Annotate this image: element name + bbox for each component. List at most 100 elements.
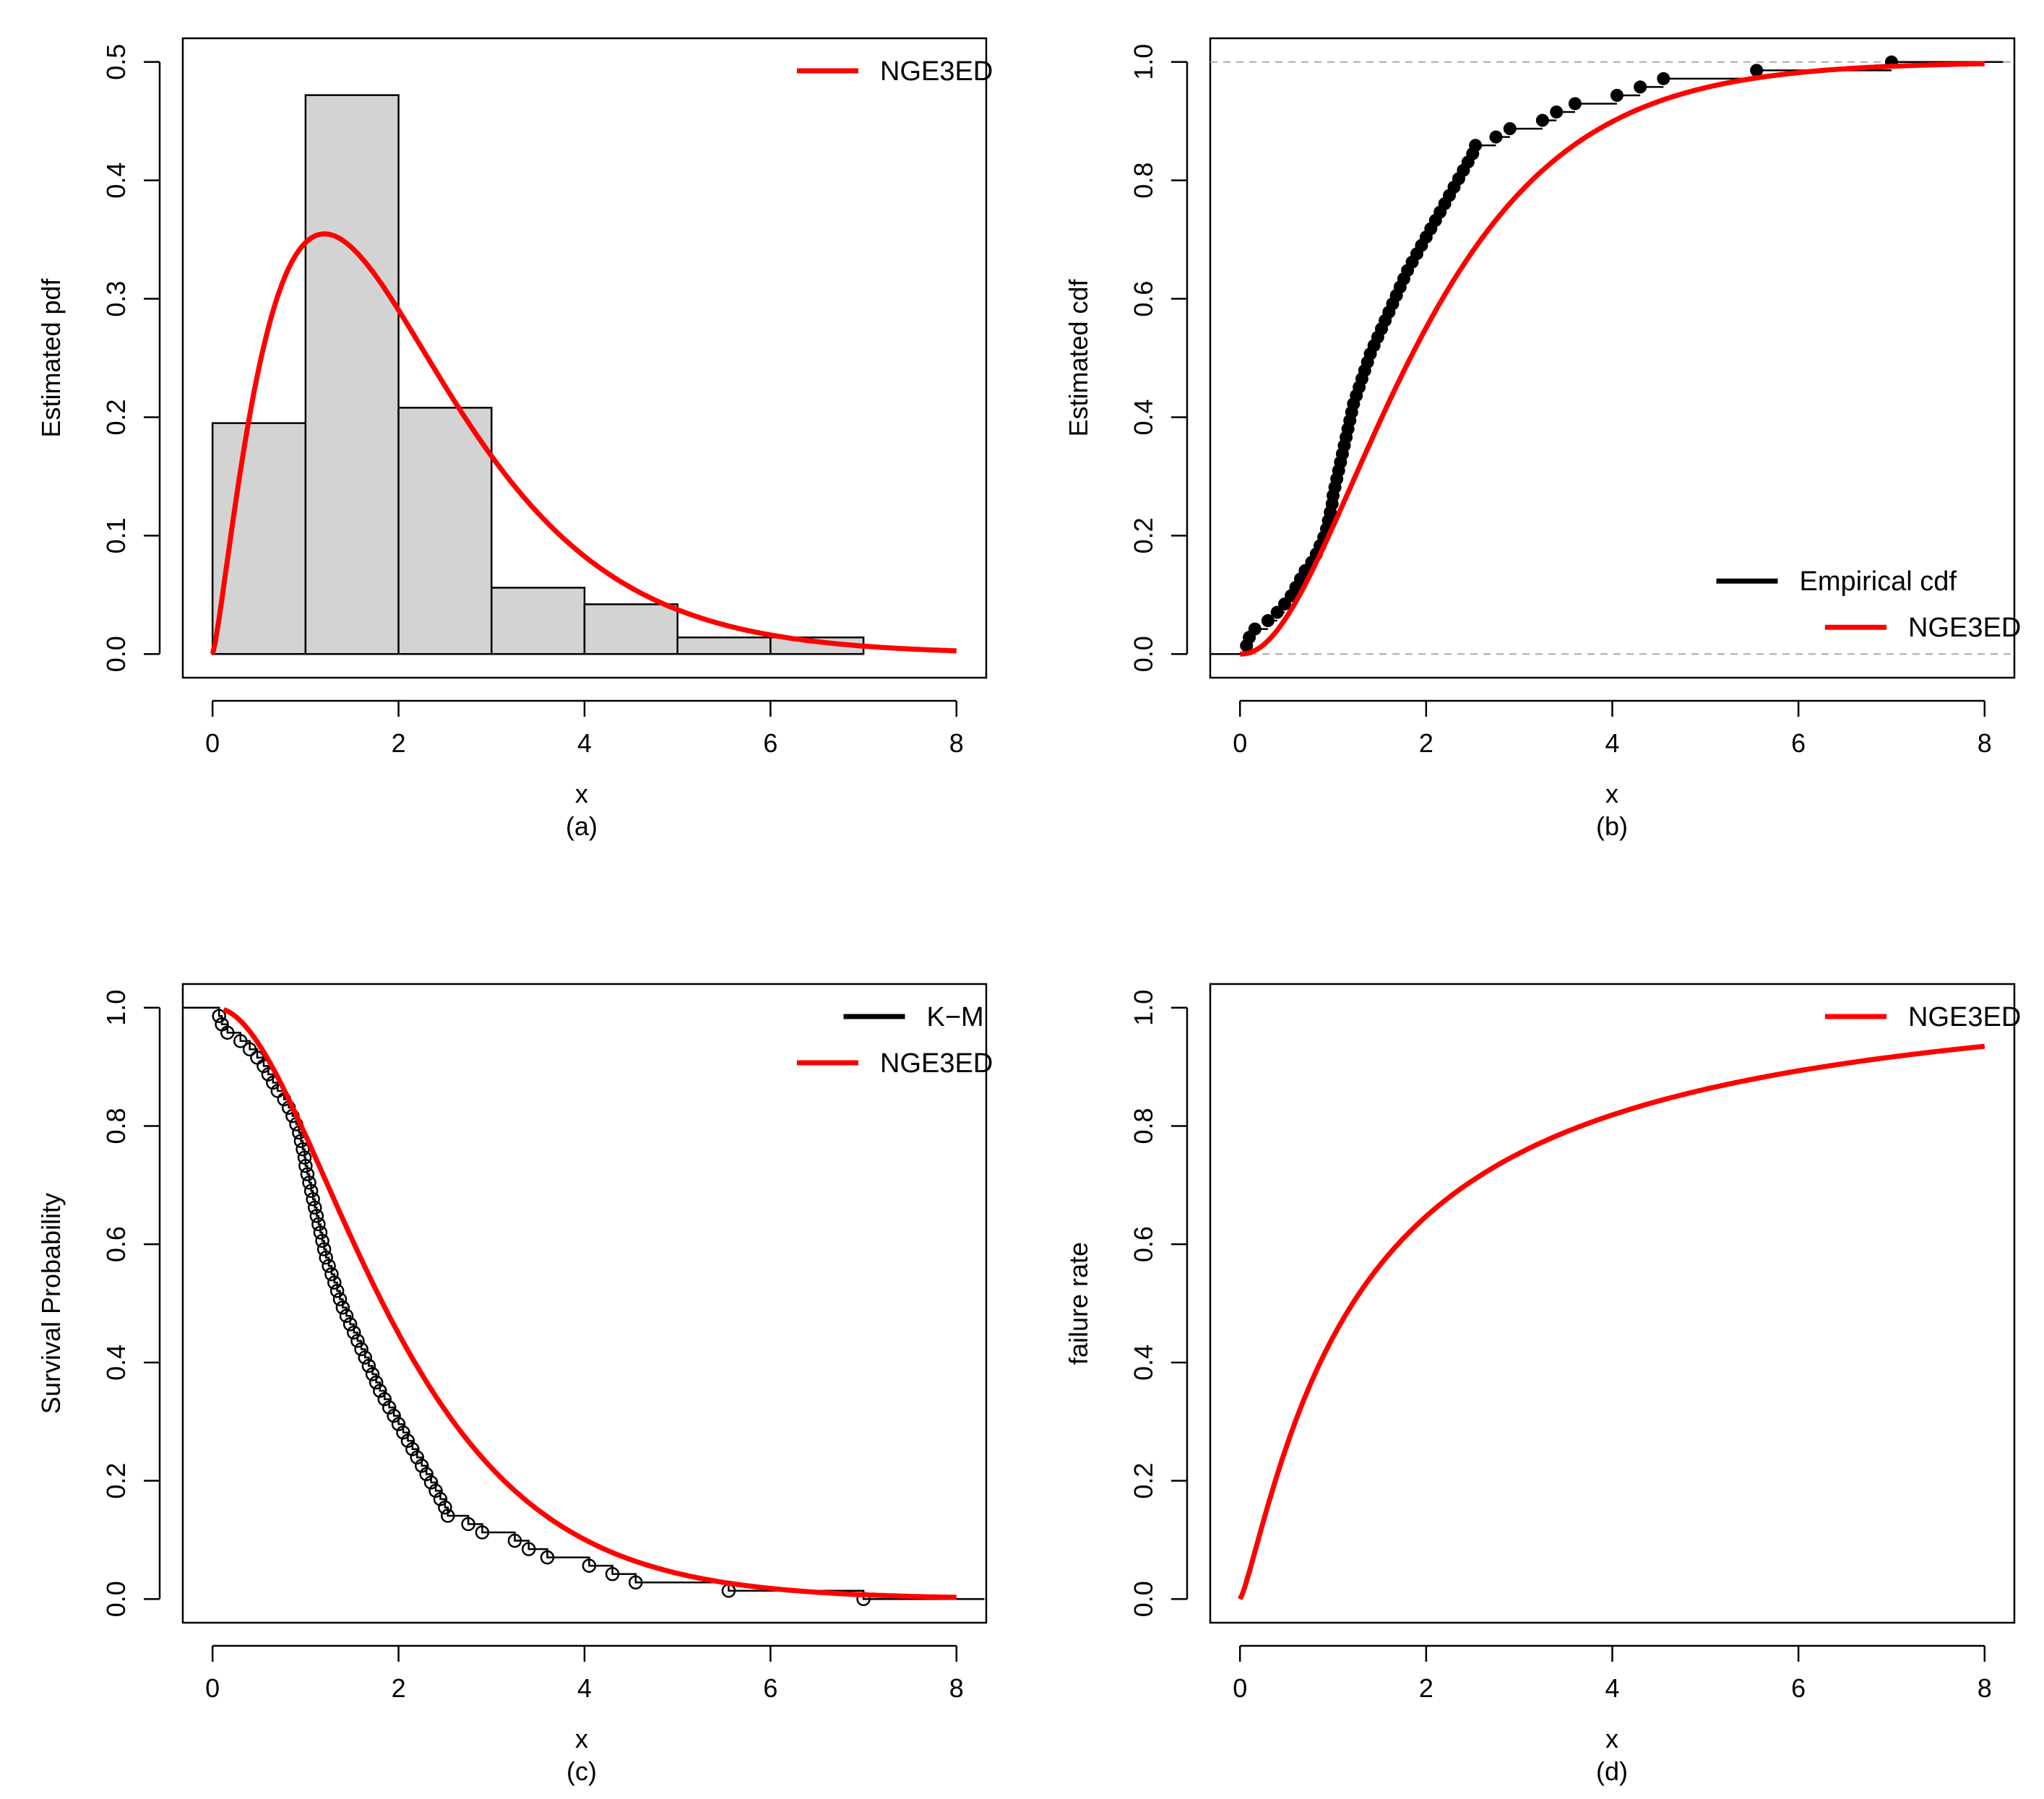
legend-label: NGE3ED [880,56,993,87]
km-censor-circle [347,1325,361,1340]
km-censor-circle [233,1034,248,1048]
km-censor-circle [373,1384,387,1398]
histogram-bar [397,407,493,655]
panel-caption: (c) [566,1756,597,1786]
km-censor-circle [313,1225,328,1240]
km-censor-circle [212,1009,226,1024]
km-censor-circle [522,1542,536,1556]
x-axis-label: x [575,1724,588,1753]
y-tick-label: 0.0 [1129,1581,1158,1617]
empirical-cdf-point [1568,97,1582,111]
panel-caption: (b) [1596,811,1628,841]
legend-label: NGE3ED [880,1048,993,1079]
x-tick-label: 4 [577,1673,592,1703]
km-censor-circle [358,1350,373,1365]
plot-frame [181,983,988,1624]
km-steps [183,1006,985,1600]
x-tick-label: 0 [205,728,220,758]
km-censor-circle [377,1392,392,1407]
km-censor-circle [365,1367,380,1381]
km-censor-circle [316,1242,332,1256]
x-tick-label: 0 [205,1673,220,1703]
km-censor-circle [350,1334,365,1348]
x-axis-label: x [1605,1724,1618,1753]
histogram-bar [676,637,772,655]
km-censor-circle [354,1342,368,1357]
km-censor-circle [322,1259,336,1273]
legend-label: NGE3ED [1908,613,2021,643]
y-tick-label: 0.4 [1129,399,1158,435]
km-censor-circle [342,1317,358,1332]
km-censor-circle [433,1492,448,1506]
histogram-bar [304,94,400,655]
legend-label: NGE3ED [1908,1002,2021,1032]
km-censor-circle [311,1217,326,1232]
y-axis-label: Estimated pdf [36,277,66,437]
km-censor-circle [428,1483,443,1498]
y-tick-label: 0.4 [1129,1345,1158,1381]
y-axis-label: Survival Probability [36,1193,66,1414]
y-tick-label: 0.4 [101,163,131,199]
plot-frame [181,37,988,679]
x-tick-label: 6 [1791,728,1806,758]
empirical-cdf-point [1657,72,1670,85]
model-curve-nge3ed [223,1007,957,1600]
y-tick-label: 1.0 [101,990,131,1026]
x-tick-label: 8 [1978,1673,1992,1703]
x-axis-label: x [575,779,588,808]
km-censor-circle [410,1450,425,1465]
empirical-cdf-point [1750,64,1764,77]
x-tick-label: 2 [1419,1673,1433,1703]
km-censor-circle [405,1441,420,1457]
y-tick-label: 0.0 [1129,636,1158,672]
x-tick-label: 6 [1791,1673,1806,1703]
km-censor-circle [507,1533,522,1548]
km-censor-circle [308,1200,322,1215]
km-censor-circle [297,1150,312,1165]
x-tick-label: 4 [1605,1673,1619,1703]
y-tick-label: 0.6 [1129,281,1158,317]
plot-frame [1209,983,2016,1624]
x-tick-label: 0 [1233,728,1247,758]
empirical-cdf-point [1270,605,1284,619]
km-censor-circle [315,1233,329,1248]
panel-b-cdf: 0 2 4 6 8 0.0 0.2 0.4 0.6 0.8 1.0 x (b) Estimated cdf… [1064,37,2021,841]
histogram-bar [491,587,586,655]
km-censor-circle [396,1425,410,1440]
x-tick-label: 2 [392,1673,406,1703]
x-tick-label: 8 [949,728,964,758]
histogram-bar [211,422,307,655]
y-tick-label: 0.2 [101,399,131,435]
km-censor-circle [381,1400,397,1415]
km-censor-circle [441,1509,455,1523]
km-censor-circle [415,1459,429,1473]
histogram-bar [583,603,678,655]
y-tick-label: 0.8 [1129,163,1158,199]
x-tick-label: 4 [1605,728,1619,758]
km-censor-circle [296,1142,310,1157]
model-curve-nge3ed [1238,1043,1985,1600]
km-censor-circle [475,1525,490,1540]
km-censor-circle [540,1550,555,1565]
km-censor-circle [327,1275,342,1290]
legend-label: K−M [927,1002,984,1032]
y-tick-label: 0.8 [101,1108,131,1144]
km-censor-circle [303,1183,319,1199]
empirical-cdf-point [1469,139,1483,152]
empirical-cdf-point [1550,105,1564,119]
y-tick-label: 0.3 [101,281,131,317]
empirical-cdf-steps [1210,61,2004,655]
km-censor-circle [329,1283,345,1298]
x-tick-label: 6 [763,728,777,758]
panel-a-pdf: 0 2 4 6 8 0.0 0.1 0.2 0.3 0.4 0.5 x (a) Estimated pdf… [36,37,993,841]
km-censor-circle [582,1558,597,1573]
km-censor-circle [605,1566,620,1582]
km-censor-circle [400,1433,415,1448]
km-censor-circle [391,1417,406,1431]
km-censor-circle [339,1308,354,1324]
km-censor-circle [629,1575,643,1589]
km-censor-circle [324,1267,339,1282]
km-censor-circle [298,1159,313,1173]
panel-caption: (d) [1596,1756,1628,1786]
y-tick-label: 0.4 [101,1345,131,1381]
